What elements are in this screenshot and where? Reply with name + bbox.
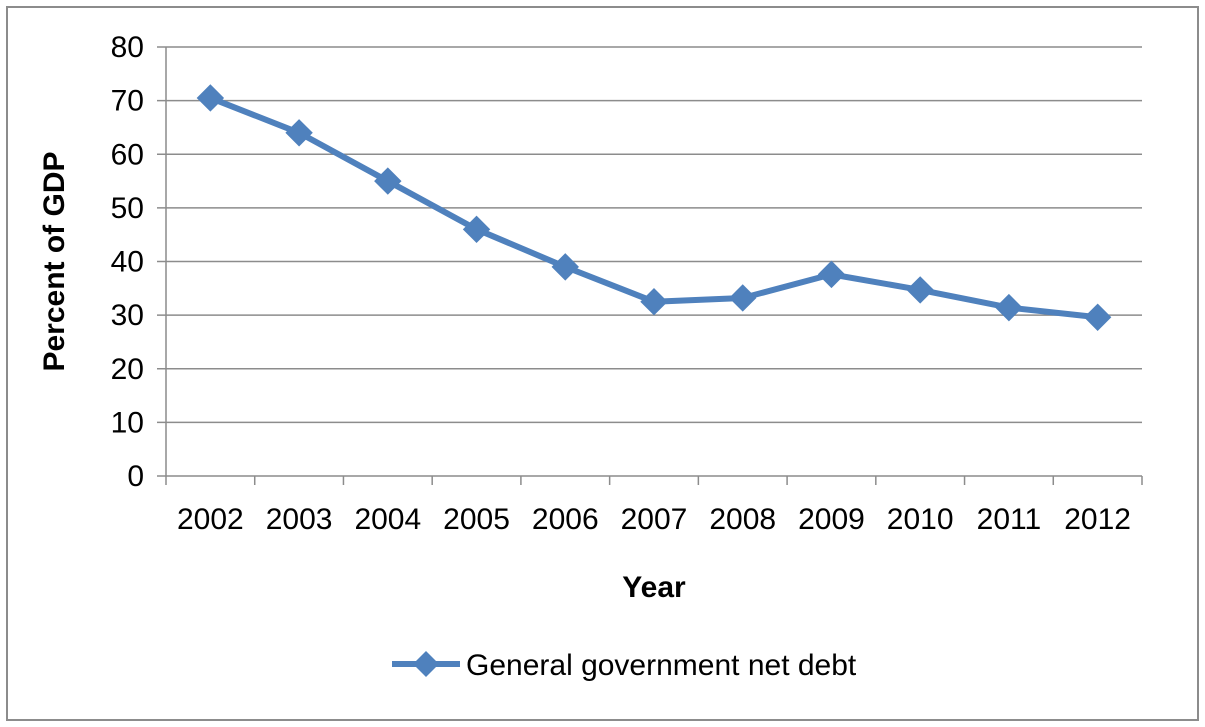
data-point-2008 bbox=[729, 284, 757, 312]
y-tick-label-10: 10 bbox=[111, 406, 144, 439]
y-tick-labels: 0 10 20 30 40 50 60 70 80 bbox=[111, 31, 144, 493]
y-tick-label-60: 60 bbox=[111, 138, 144, 171]
data-point-2007 bbox=[640, 288, 668, 316]
data-point-2004 bbox=[374, 167, 402, 195]
legend: General government net debt bbox=[392, 649, 857, 682]
data-point-2002 bbox=[196, 84, 225, 112]
legend-label: General government net debt bbox=[466, 649, 857, 682]
x-tick-label-2011: 2011 bbox=[977, 503, 1042, 536]
x-tick-label-2006: 2006 bbox=[532, 503, 599, 536]
y-tick-label-70: 70 bbox=[111, 85, 144, 118]
x-tick-label-2004: 2004 bbox=[354, 503, 421, 536]
x-tick-label-2005: 2005 bbox=[443, 503, 510, 536]
x-tick-labels: 2002 2003 2004 2005 2006 2007 2008 2009 2010 2011… bbox=[177, 503, 1131, 536]
chart-frame bbox=[6, 6, 1199, 721]
data-point-2005 bbox=[462, 215, 491, 244]
y-tick-label-50: 50 bbox=[111, 192, 144, 225]
y-tick-label-40: 40 bbox=[111, 246, 144, 279]
x-tick-label-2003: 2003 bbox=[266, 503, 333, 536]
x-axis-title: Year bbox=[622, 571, 686, 604]
data-point-2010 bbox=[906, 276, 934, 304]
x-tick-label-2012: 2012 bbox=[1064, 503, 1131, 536]
legend-marker bbox=[413, 651, 439, 677]
x-tick-label-2007: 2007 bbox=[621, 503, 688, 536]
data-point-2011 bbox=[995, 293, 1023, 322]
data-point-2006 bbox=[551, 253, 579, 281]
series-points bbox=[196, 84, 1112, 331]
x-tick-label-2010: 2010 bbox=[887, 503, 954, 536]
gridlines bbox=[166, 46, 1142, 424]
y-tick-label-0: 0 bbox=[127, 460, 144, 493]
y-axis-title: Percent of GDP bbox=[38, 151, 71, 371]
y-tick-label-30: 30 bbox=[111, 299, 144, 332]
axes bbox=[157, 46, 1143, 485]
x-tick-label-2002: 2002 bbox=[177, 503, 244, 536]
data-point-2012 bbox=[1083, 303, 1112, 331]
y-tick-label-20: 20 bbox=[111, 353, 144, 386]
x-tick-label-2008: 2008 bbox=[709, 503, 776, 536]
data-point-2009 bbox=[817, 260, 846, 289]
data-point-2003 bbox=[285, 119, 313, 147]
x-tick-label-2009: 2009 bbox=[798, 503, 865, 536]
y-tick-label-80: 80 bbox=[111, 31, 144, 64]
